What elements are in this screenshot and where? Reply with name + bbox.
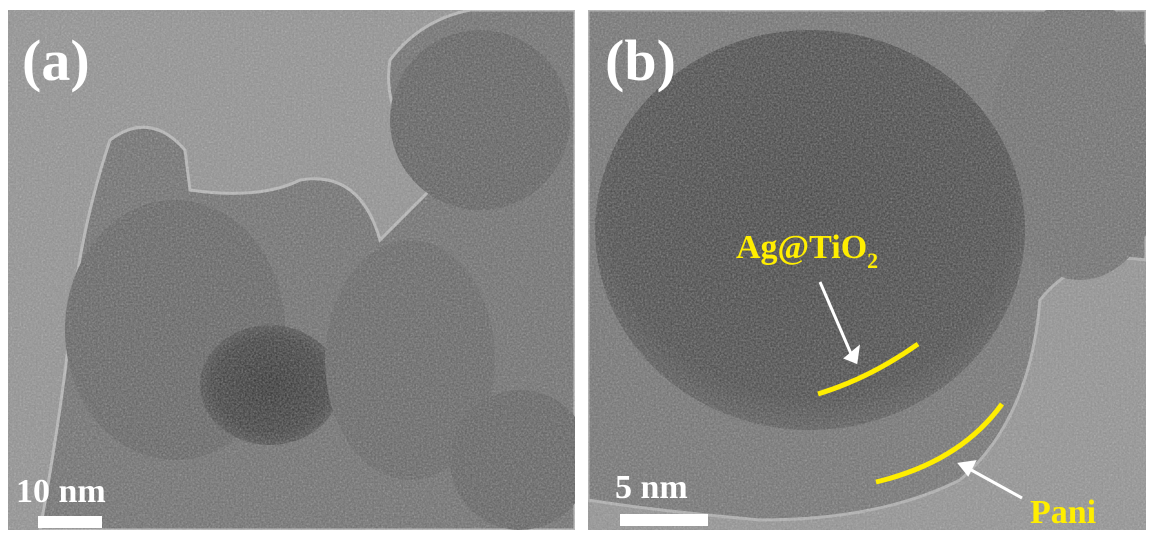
annotation-text: Ag@TiO — [736, 229, 867, 266]
scale-bar-label: 5 nm — [615, 469, 688, 506]
panel-label: (b) — [605, 28, 676, 93]
scale-bar — [620, 514, 708, 526]
panel-a: (a) 10 nm — [8, 10, 590, 530]
panel-label: (a) — [22, 28, 90, 93]
figure: (a) 10 nm (b) 5 nm Ag@TiO2 Pani — [0, 0, 1149, 534]
scale-bar-label: 10 nm — [16, 473, 106, 510]
panel-b: (b) 5 nm Ag@TiO2 Pani — [588, 0, 1149, 531]
annotation: Pani — [1030, 494, 1096, 531]
annotation-subscript: 2 — [867, 248, 878, 273]
scale-bar — [38, 516, 102, 528]
